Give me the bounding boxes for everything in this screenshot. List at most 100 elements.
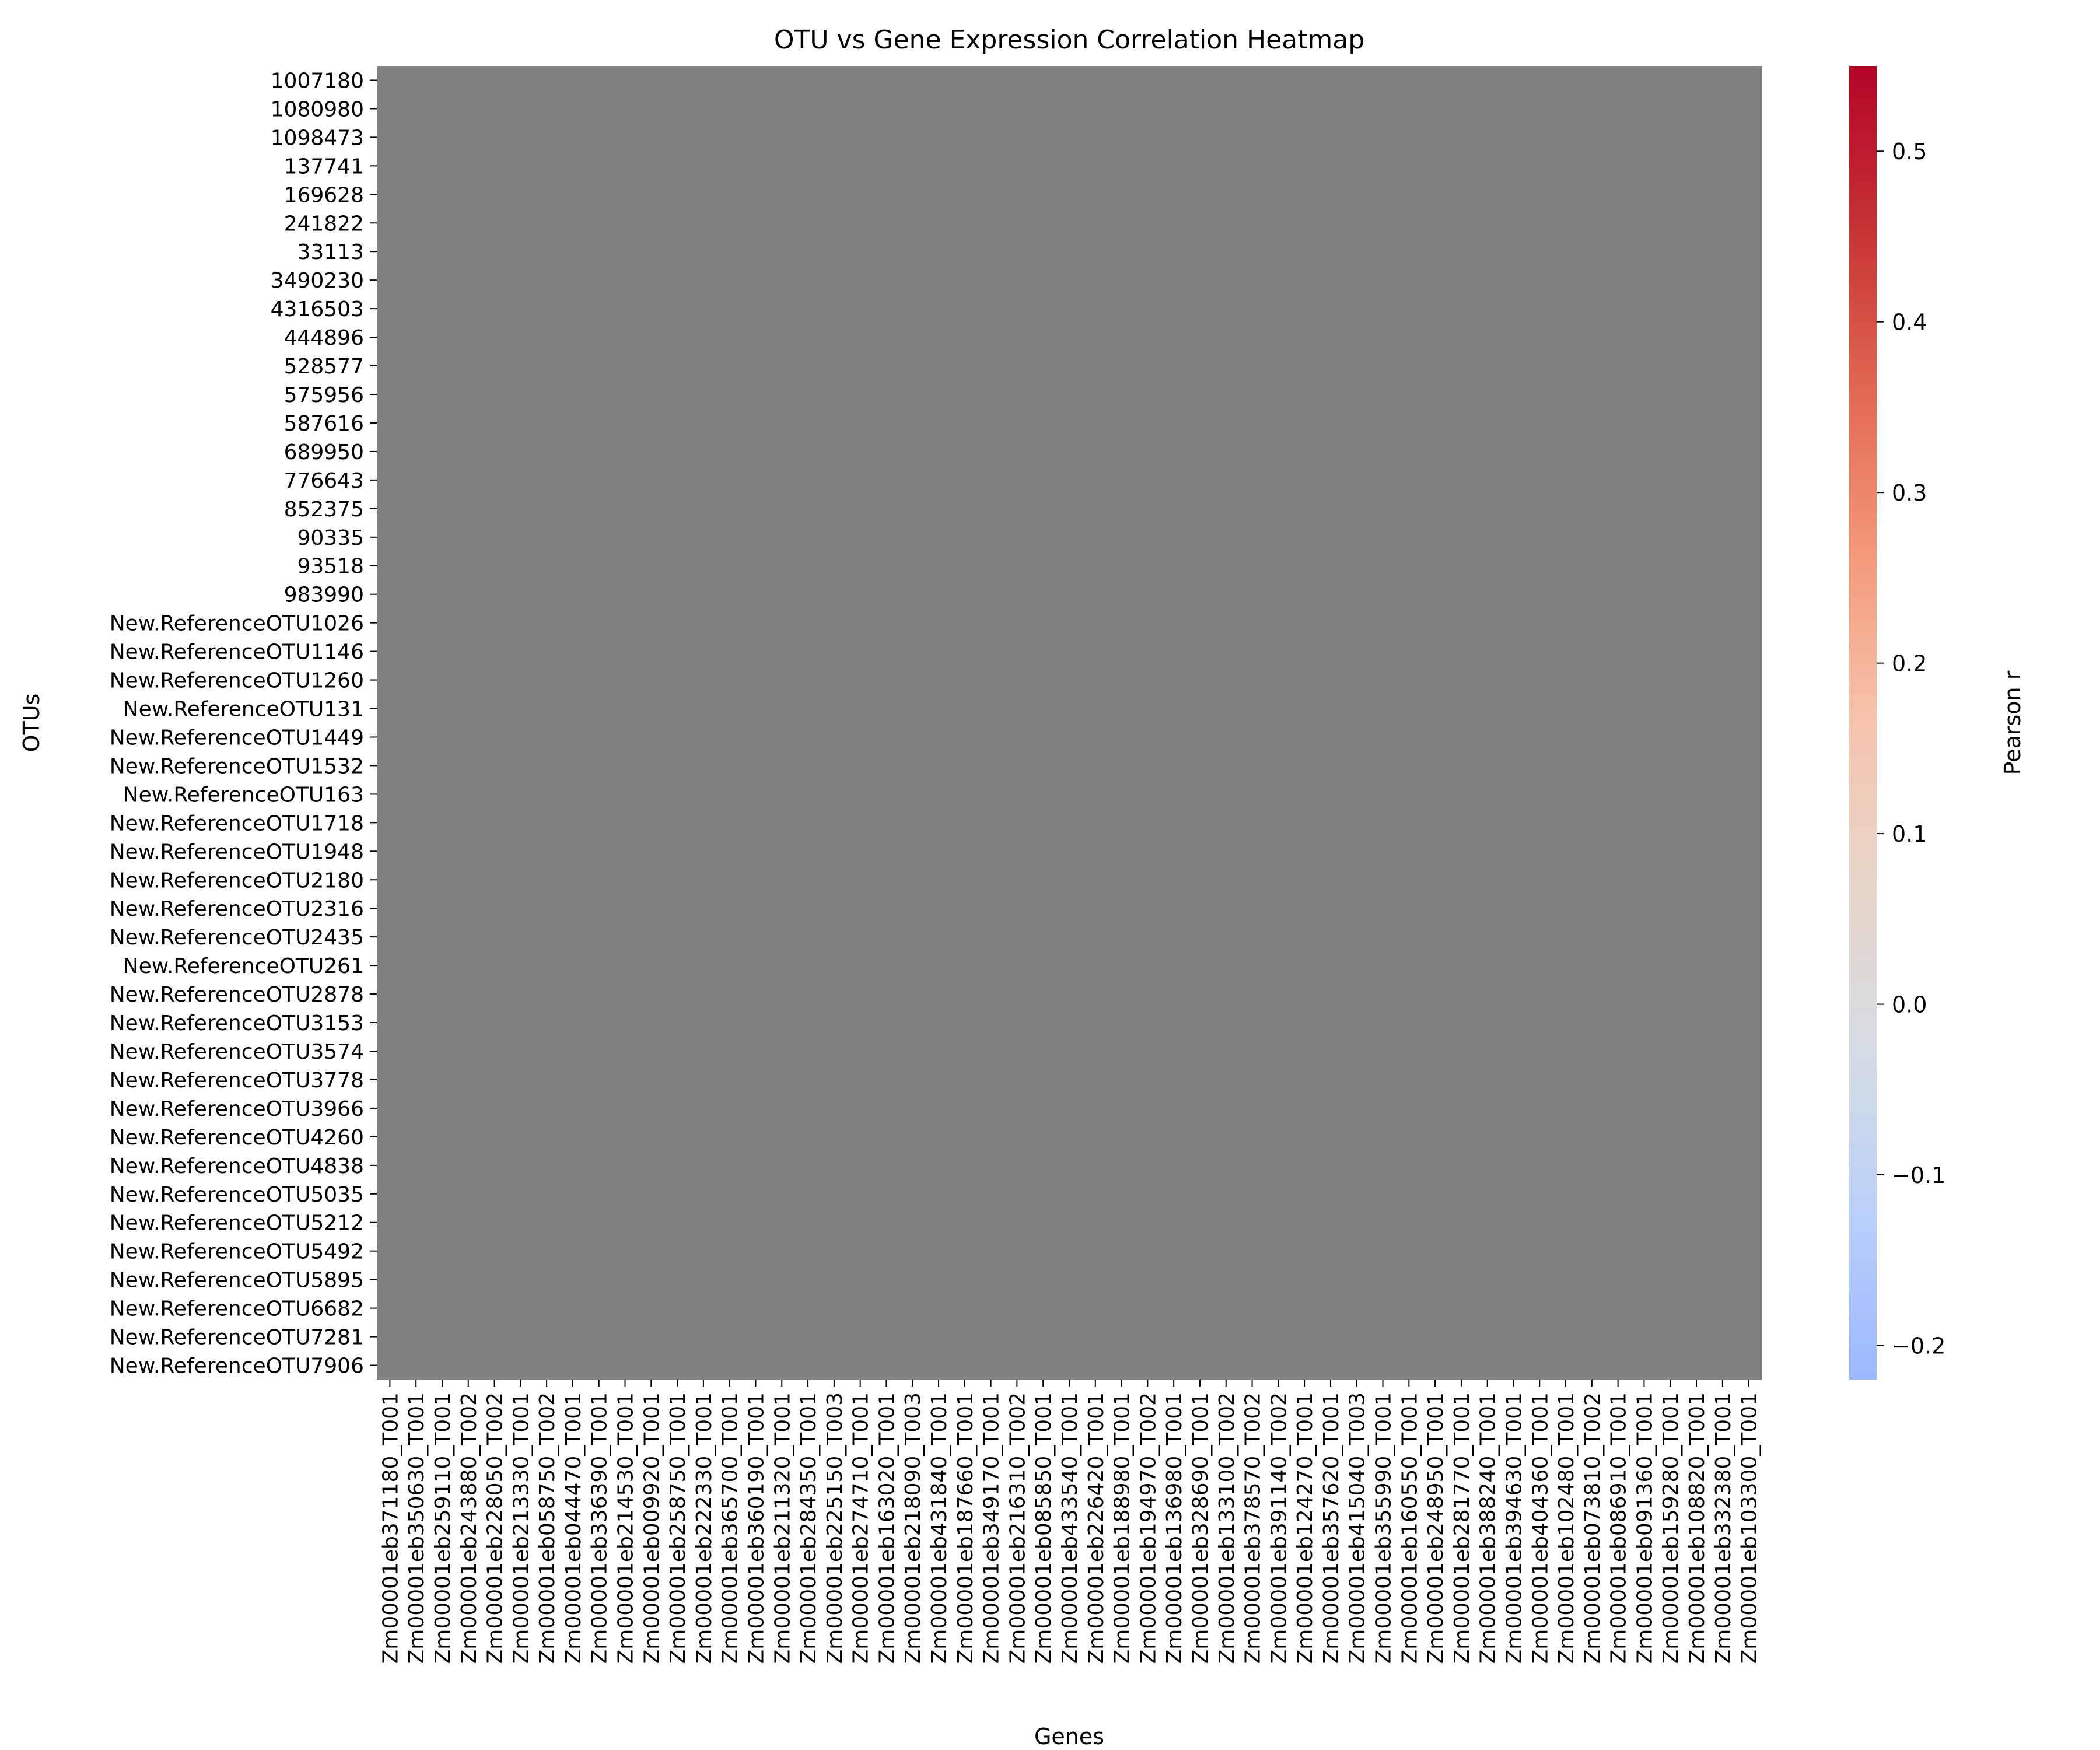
heatmap-cell xyxy=(1160,323,1188,352)
heatmap-cell xyxy=(1500,1094,1527,1123)
heatmap-cell xyxy=(481,1294,508,1323)
heatmap-cell xyxy=(377,951,404,981)
heatmap-cell xyxy=(1082,66,1109,95)
heatmap-cell xyxy=(743,580,769,609)
heatmap-cell xyxy=(716,323,743,352)
heatmap-cell xyxy=(1605,94,1632,124)
heatmap-cell xyxy=(1160,1322,1188,1352)
heatmap-cell xyxy=(1317,1322,1344,1352)
heatmap-cell xyxy=(1578,836,1605,866)
heatmap-cell xyxy=(1474,836,1501,866)
heatmap-cell xyxy=(1160,294,1188,324)
heatmap-cell xyxy=(925,580,953,609)
heatmap-cell xyxy=(1578,951,1605,981)
heatmap-cell xyxy=(481,1208,508,1237)
heatmap-cell xyxy=(794,323,822,352)
heatmap-cell xyxy=(1239,951,1266,981)
heatmap-cell xyxy=(1448,466,1475,495)
heatmap-cell xyxy=(507,208,534,238)
heatmap-cell xyxy=(481,351,508,381)
heatmap-cell xyxy=(978,666,1005,695)
heatmap-cell xyxy=(586,151,612,181)
heatmap-cell xyxy=(899,380,926,410)
heatmap-cell xyxy=(1552,951,1580,981)
heatmap-cell xyxy=(429,66,456,95)
heatmap-cell xyxy=(743,608,769,638)
heatmap-cell xyxy=(1683,408,1710,438)
heatmap-cell xyxy=(402,865,430,895)
heatmap-cell xyxy=(586,351,612,381)
heatmap-cell xyxy=(507,66,534,95)
heatmap-cell xyxy=(481,208,508,238)
heatmap-cell xyxy=(1683,180,1710,209)
heatmap-cell xyxy=(455,580,482,609)
heatmap-cell xyxy=(1657,951,1684,981)
heatmap-cell xyxy=(847,779,874,809)
y-tick-label: New.ReferenceOTU5035 xyxy=(110,1183,364,1207)
heatmap-cell xyxy=(1108,294,1135,324)
heatmap-cell xyxy=(559,1151,586,1180)
heatmap-cell xyxy=(1239,494,1266,523)
heatmap-cell xyxy=(1056,751,1083,780)
heatmap-cell xyxy=(481,1037,508,1066)
heatmap-cell xyxy=(1526,979,1553,1009)
heatmap-cell xyxy=(978,94,1005,124)
heatmap-cell xyxy=(1134,437,1161,466)
heatmap-cell xyxy=(1291,1094,1318,1123)
heatmap-cell xyxy=(1317,1208,1344,1237)
heatmap-cell xyxy=(1370,1265,1396,1294)
heatmap-cell xyxy=(951,836,978,866)
heatmap-cell xyxy=(507,694,534,723)
heatmap-cell xyxy=(1709,979,1736,1009)
heatmap-cell xyxy=(847,265,874,295)
heatmap-cell xyxy=(586,779,612,809)
heatmap-cell xyxy=(559,808,586,838)
heatmap-cell xyxy=(1239,608,1266,638)
heatmap-cell xyxy=(847,751,874,780)
heatmap-cell xyxy=(1605,808,1632,838)
x-tick-label: Zm00001eb350630_T001 xyxy=(405,1392,429,1664)
heatmap-cell xyxy=(402,523,430,552)
heatmap-cell xyxy=(978,1122,1005,1152)
heatmap-cell xyxy=(1108,836,1135,866)
heatmap-cell xyxy=(559,1037,586,1066)
colorbar-tick-label: 0.2 xyxy=(1892,651,1927,677)
heatmap-cell xyxy=(612,979,639,1009)
heatmap-cell xyxy=(1291,323,1318,352)
heatmap-cell xyxy=(1265,151,1292,181)
heatmap-cell xyxy=(925,437,953,466)
heatmap-cell xyxy=(1265,1237,1292,1266)
heatmap-cell xyxy=(1239,894,1266,923)
heatmap-cell xyxy=(716,580,743,609)
heatmap-cell xyxy=(1343,494,1370,523)
heatmap-cell xyxy=(1239,1065,1266,1095)
heatmap-cell xyxy=(1395,666,1423,695)
heatmap-cell xyxy=(1213,979,1240,1009)
heatmap-cell xyxy=(429,523,456,552)
heatmap-cell xyxy=(533,1122,561,1152)
heatmap-cell xyxy=(794,1122,822,1152)
heatmap-cell xyxy=(951,437,978,466)
heatmap-cell xyxy=(1265,922,1292,952)
y-tick-label: New.ReferenceOTU2180 xyxy=(110,869,364,892)
y-tick-label: New.ReferenceOTU5212 xyxy=(110,1212,364,1236)
heatmap-cell xyxy=(1239,294,1266,324)
heatmap-cell xyxy=(1291,208,1318,238)
heatmap-cell xyxy=(533,666,561,695)
heatmap-cell xyxy=(899,1351,926,1380)
heatmap-cell xyxy=(690,836,717,866)
heatmap-cell xyxy=(638,408,665,438)
heatmap-cell xyxy=(1500,380,1527,410)
heatmap-cell xyxy=(794,1322,822,1352)
heatmap-cell xyxy=(951,1122,978,1152)
heatmap-cell xyxy=(481,723,508,752)
heatmap-cell xyxy=(1631,951,1658,981)
heatmap-cell xyxy=(1552,466,1580,495)
heatmap-cell xyxy=(1631,1237,1658,1266)
heatmap-cell xyxy=(1213,66,1240,95)
heatmap-cell xyxy=(429,637,456,666)
heatmap-cell xyxy=(1186,180,1213,209)
heatmap-cell xyxy=(1160,666,1188,695)
heatmap-cell xyxy=(1186,779,1213,809)
heatmap-cell xyxy=(743,237,769,267)
